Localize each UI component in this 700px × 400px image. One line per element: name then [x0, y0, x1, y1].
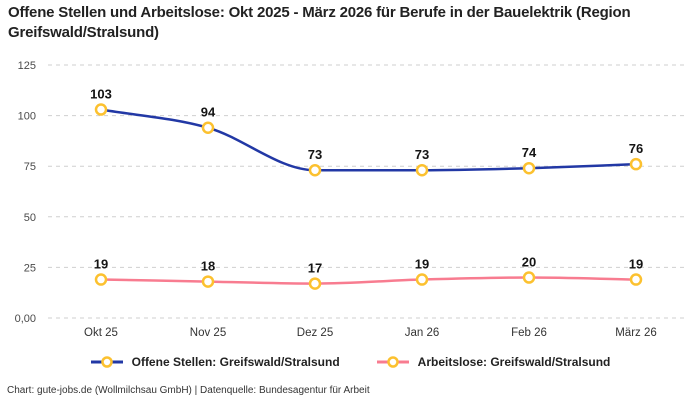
legend-label-offene-stellen: Offene Stellen: Greifswald/Stralsund [131, 355, 340, 369]
legend-swatch-offene-stellen-icon [90, 356, 123, 368]
legend-label-arbeitslose: Arbeitslose: Greifswald/Stralsund [417, 355, 611, 369]
x-axis-tick-label: Feb 26 [511, 327, 547, 339]
data-point-marker[interactable] [629, 273, 643, 286]
data-point-marker[interactable] [308, 163, 322, 177]
attribution-footer: Chart: gute-jobs.de (Wollmilchsau GmbH) … [7, 385, 370, 396]
y-axis-tick-label: 75 [24, 161, 36, 173]
data-point-marker[interactable] [308, 277, 322, 290]
legend-item-arbeitslose[interactable]: Arbeitslose: Greifswald/Stralsund [376, 355, 611, 369]
data-point-marker[interactable] [201, 275, 215, 288]
data-point-label: 19 [94, 257, 108, 272]
series-line-1 [99, 276, 638, 285]
data-point-label: 94 [201, 105, 216, 120]
data-point-label: 73 [308, 147, 322, 162]
y-axis-tick-label: 50 [24, 212, 36, 224]
x-axis-tick-label: März 26 [615, 327, 657, 339]
data-point-marker[interactable] [415, 273, 429, 286]
y-axis-tick-label: 100 [18, 111, 36, 123]
data-point-marker[interactable] [94, 103, 108, 116]
x-axis-tick-label: Okt 25 [84, 327, 118, 339]
data-point-label: 19 [629, 257, 643, 272]
chart-legend: Offene Stellen: Greifswald/Stralsund Arb… [0, 355, 700, 369]
series-line-0 [99, 108, 638, 172]
data-point-marker[interactable] [94, 273, 108, 286]
data-point-label: 76 [629, 141, 643, 156]
legend-swatch-arbeitslose-icon [376, 356, 409, 368]
x-axis-tick-label: Jan 26 [405, 327, 440, 339]
x-axis-tick-label: Nov 25 [190, 327, 226, 339]
data-point-label: 19 [415, 257, 429, 272]
line-chart-canvas: 0,00 25 50 75 100 125 Okt 25 Nov 25 Dez 25 Jan 26… [15, 60, 688, 339]
data-point-label: 17 [308, 261, 322, 276]
data-point-marker[interactable] [201, 121, 215, 134]
data-point-marker[interactable] [629, 157, 643, 171]
data-point-label: 73 [415, 147, 429, 162]
data-point-label: 18 [201, 259, 215, 274]
data-point-label: 20 [522, 255, 536, 270]
legend-item-offene-stellen[interactable]: Offene Stellen: Greifswald/Stralsund [90, 355, 340, 369]
data-point-marker[interactable] [522, 271, 536, 284]
data-point-label: 74 [522, 145, 537, 160]
y-axis-tick-label: 25 [24, 262, 36, 274]
data-point-label: 103 [90, 87, 112, 102]
data-point-marker[interactable] [415, 163, 429, 177]
y-axis-tick-label: 0,00 [15, 313, 36, 325]
data-point-marker[interactable] [522, 161, 536, 175]
x-axis-tick-label: Dez 25 [297, 327, 333, 339]
chart-title: Offene Stellen und Arbeitslose: Okt 2025… [8, 4, 631, 41]
y-axis-tick-label: 125 [18, 60, 36, 72]
